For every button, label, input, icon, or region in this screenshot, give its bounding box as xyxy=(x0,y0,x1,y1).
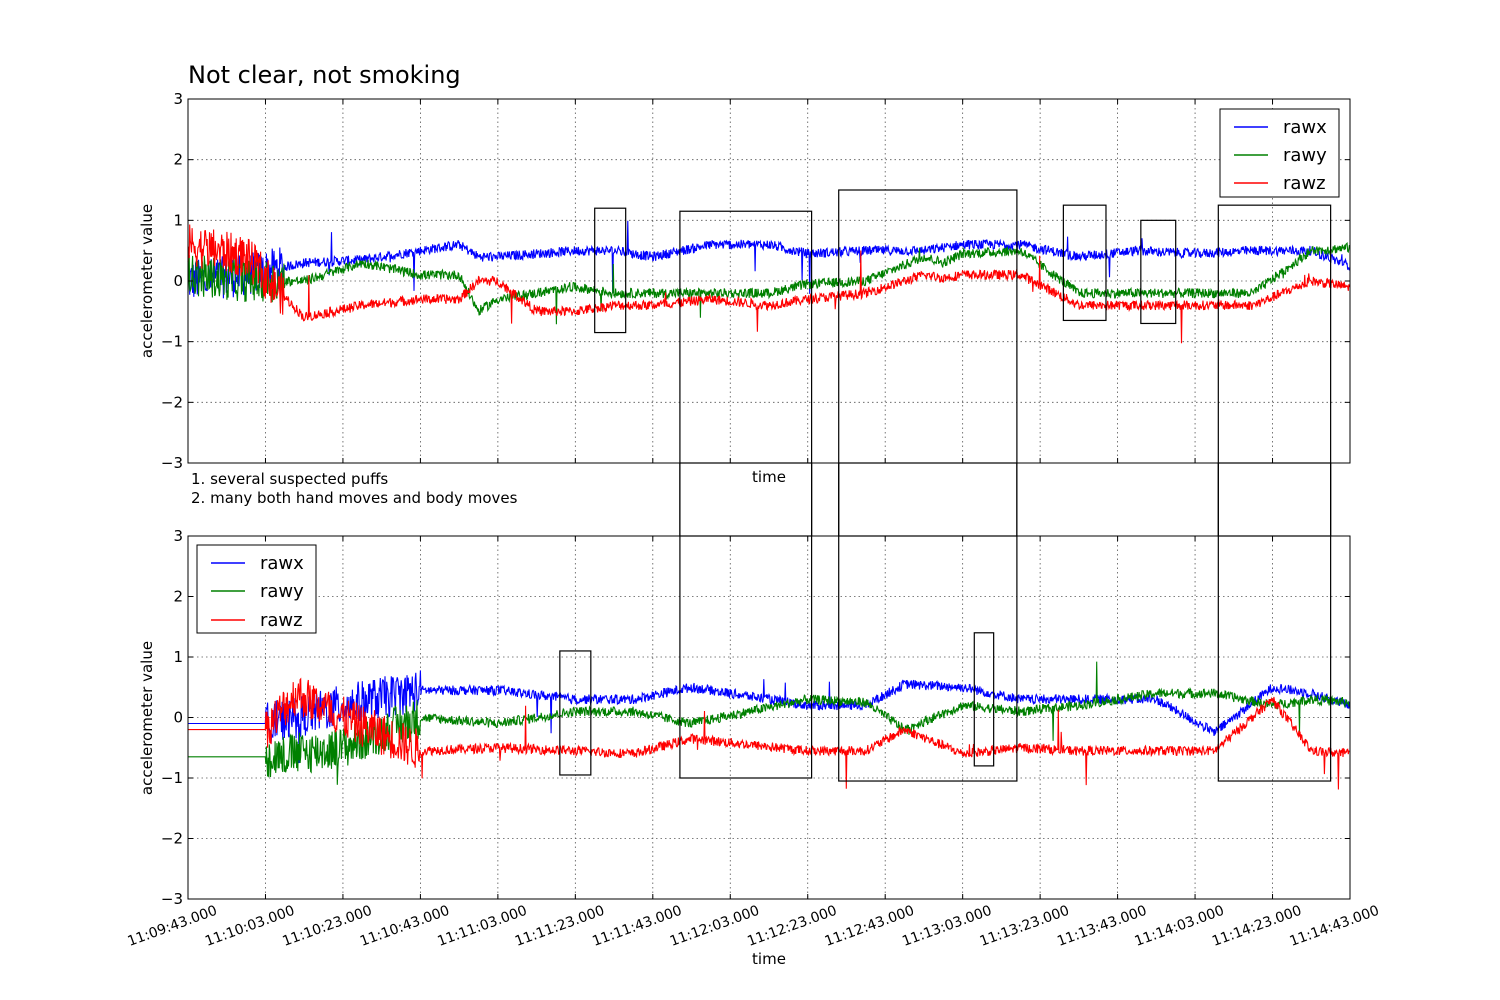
annotation-boxes xyxy=(559,189,1332,782)
bottom-y-ticks: −3 −2 −1 0 1 2 3 xyxy=(161,527,1350,908)
top-y-tick-label: 2 xyxy=(173,151,183,169)
bottom-series-rawx xyxy=(188,670,1350,764)
bottom-y-tick-label: 1 xyxy=(173,648,183,666)
bottom-x-ticks: 11:09:43.00011:10:03.00011:10:23.00011:1… xyxy=(126,99,1382,950)
bottom-legend-rawz-label: rawz xyxy=(260,610,303,631)
bottom-y-tick-label: −2 xyxy=(161,830,183,848)
annotation-box xyxy=(838,462,1018,782)
bottom-legend: rawx rawy rawz xyxy=(196,544,317,634)
annotation-box xyxy=(838,189,1018,537)
chart-title: Not clear, not smoking xyxy=(188,61,461,89)
annotation-box xyxy=(1217,204,1332,537)
top-y-tick-label: 0 xyxy=(173,272,183,290)
top-legend-rawz-label: rawz xyxy=(1283,173,1326,194)
bottom-legend-rawy-label: rawy xyxy=(260,581,304,602)
top-series-rawz xyxy=(187,224,1350,344)
note-2: 2. many both hand moves and body moves xyxy=(191,489,518,507)
bottom-y-tick-label: 3 xyxy=(173,527,183,545)
bottom-y-axis-label: accelerometer value xyxy=(138,641,156,795)
bottom-legend-box xyxy=(196,544,317,634)
top-y-ticks: −3 −2 −1 0 1 2 3 xyxy=(161,90,1350,472)
x-tick-label: 11:14:43.000 xyxy=(1288,903,1382,950)
top-legend-rawy-label: rawy xyxy=(1283,145,1327,166)
top-series-lines xyxy=(187,220,1350,344)
top-series-rawx xyxy=(187,220,1350,299)
top-legend: rawx rawy rawz xyxy=(1219,108,1340,198)
bottom-y-tick-label: −3 xyxy=(161,890,183,908)
annotation-box xyxy=(1062,204,1107,322)
note-1: 1. several suspected puffs xyxy=(191,470,388,488)
annotation-box xyxy=(679,210,813,537)
annotation-box xyxy=(1217,462,1332,782)
top-y-tick-label: −3 xyxy=(161,454,183,472)
annotation-box xyxy=(973,632,995,767)
top-x-axis-label: time xyxy=(752,468,786,486)
top-y-tick-label: −2 xyxy=(161,393,183,411)
bottom-grid xyxy=(188,536,1350,899)
bottom-x-axis-label: time xyxy=(752,950,786,968)
bottom-legend-rawx-label: rawx xyxy=(260,553,304,574)
bottom-y-tick-label: 2 xyxy=(173,588,183,606)
top-series-rawy xyxy=(187,241,1350,325)
top-y-axis-label: accelerometer value xyxy=(138,204,156,358)
bottom-series-rawy xyxy=(188,661,1350,785)
annotation-box xyxy=(1140,219,1177,325)
bottom-series-rawz xyxy=(188,677,1350,790)
annotation-box xyxy=(594,207,627,334)
top-y-tick-label: 3 xyxy=(173,90,183,108)
bottom-y-tick-label: 0 xyxy=(173,709,183,727)
bottom-series-lines xyxy=(188,661,1350,790)
top-y-tick-label: −1 xyxy=(161,333,183,351)
annotation-box xyxy=(679,462,813,779)
annotation-box xyxy=(559,650,592,776)
top-subplot: −3 −2 −1 0 1 2 3 accelerometer value time rawx… xyxy=(138,90,1351,486)
bottom-y-tick-label: −1 xyxy=(161,769,183,787)
top-legend-rawx-label: rawx xyxy=(1283,117,1327,138)
top-y-tick-label: 1 xyxy=(173,211,183,229)
